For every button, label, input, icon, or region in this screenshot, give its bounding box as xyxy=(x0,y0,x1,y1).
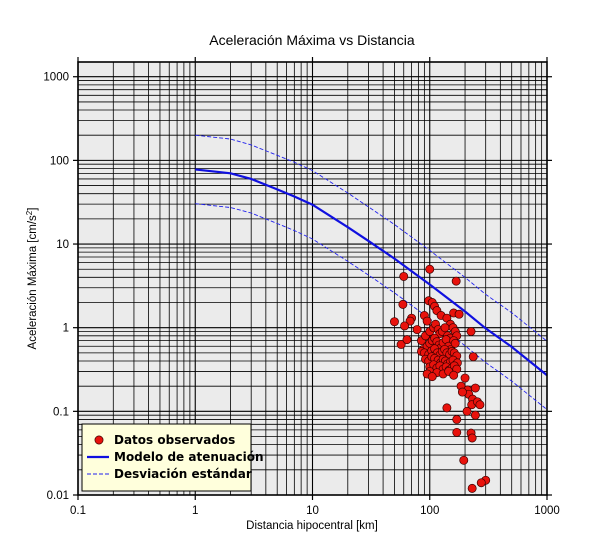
y-tick-label: 10 xyxy=(56,239,69,251)
data-point xyxy=(462,406,472,416)
model-line xyxy=(195,168,548,377)
data-point xyxy=(390,317,399,327)
data-point xyxy=(449,370,459,380)
legend-marker-observed xyxy=(94,435,104,445)
y-tick-label: 0.01 xyxy=(47,490,69,502)
y-axis-label-end: ] xyxy=(27,208,39,211)
data-point xyxy=(470,410,480,420)
legend: Datos observados Modelo de atenuación Desv… xyxy=(81,423,264,492)
y-axis-label-exponent: 2 xyxy=(25,210,34,215)
legend-label: Desviación estándar xyxy=(114,467,252,481)
data-point xyxy=(467,433,477,443)
data-point xyxy=(468,352,478,362)
data-point xyxy=(454,309,464,319)
deviation-line xyxy=(195,134,548,342)
y-tick-label: 0.1 xyxy=(53,406,69,418)
grid xyxy=(77,62,547,496)
data-point xyxy=(457,387,467,397)
x-tick-label: 1 xyxy=(192,505,198,517)
y-tick-label: 1 xyxy=(63,323,69,335)
legend-label: Datos observados xyxy=(114,433,235,447)
x-tick-label: 10 xyxy=(306,505,319,517)
chart-title: Aceleración Máxima vs Distancia xyxy=(209,32,415,48)
deviation-line xyxy=(195,203,548,410)
data-point xyxy=(470,383,480,393)
y-tick-label: 1000 xyxy=(43,72,69,84)
data-point xyxy=(396,340,406,349)
x-axis-label: Distancia hipocentral [km] xyxy=(246,520,378,532)
data-point xyxy=(452,415,462,424)
y-axis-label: Aceleración Máxima [cm/s2] xyxy=(25,208,39,350)
legend-label: Modelo de atenuación xyxy=(114,450,264,464)
x-tick-label: 1000 xyxy=(534,505,560,517)
data-point xyxy=(475,400,485,410)
data-point xyxy=(399,271,409,281)
data-point xyxy=(405,316,415,326)
data-point xyxy=(450,338,460,348)
data-point xyxy=(459,455,469,465)
data-point xyxy=(440,323,450,333)
data-point xyxy=(442,403,452,413)
x-tick-label: 100 xyxy=(420,505,439,517)
data-point xyxy=(476,478,486,488)
data-point xyxy=(427,372,437,382)
data-point xyxy=(466,327,476,336)
data-point xyxy=(422,316,432,326)
data-point xyxy=(460,373,470,383)
x-tick-label: 0.1 xyxy=(70,505,86,517)
series-layer xyxy=(195,134,548,493)
y-axis-label-main: Aceleración Máxima [cm/s xyxy=(27,215,39,349)
data-point xyxy=(452,427,462,437)
data-point xyxy=(467,483,477,493)
data-point xyxy=(412,325,422,335)
data-point xyxy=(400,321,410,331)
y-tick-label: 100 xyxy=(50,155,69,167)
data-point xyxy=(398,299,408,309)
data-point xyxy=(451,276,461,286)
data-point xyxy=(402,335,412,345)
legend-box xyxy=(81,423,252,492)
data-point xyxy=(425,264,435,274)
